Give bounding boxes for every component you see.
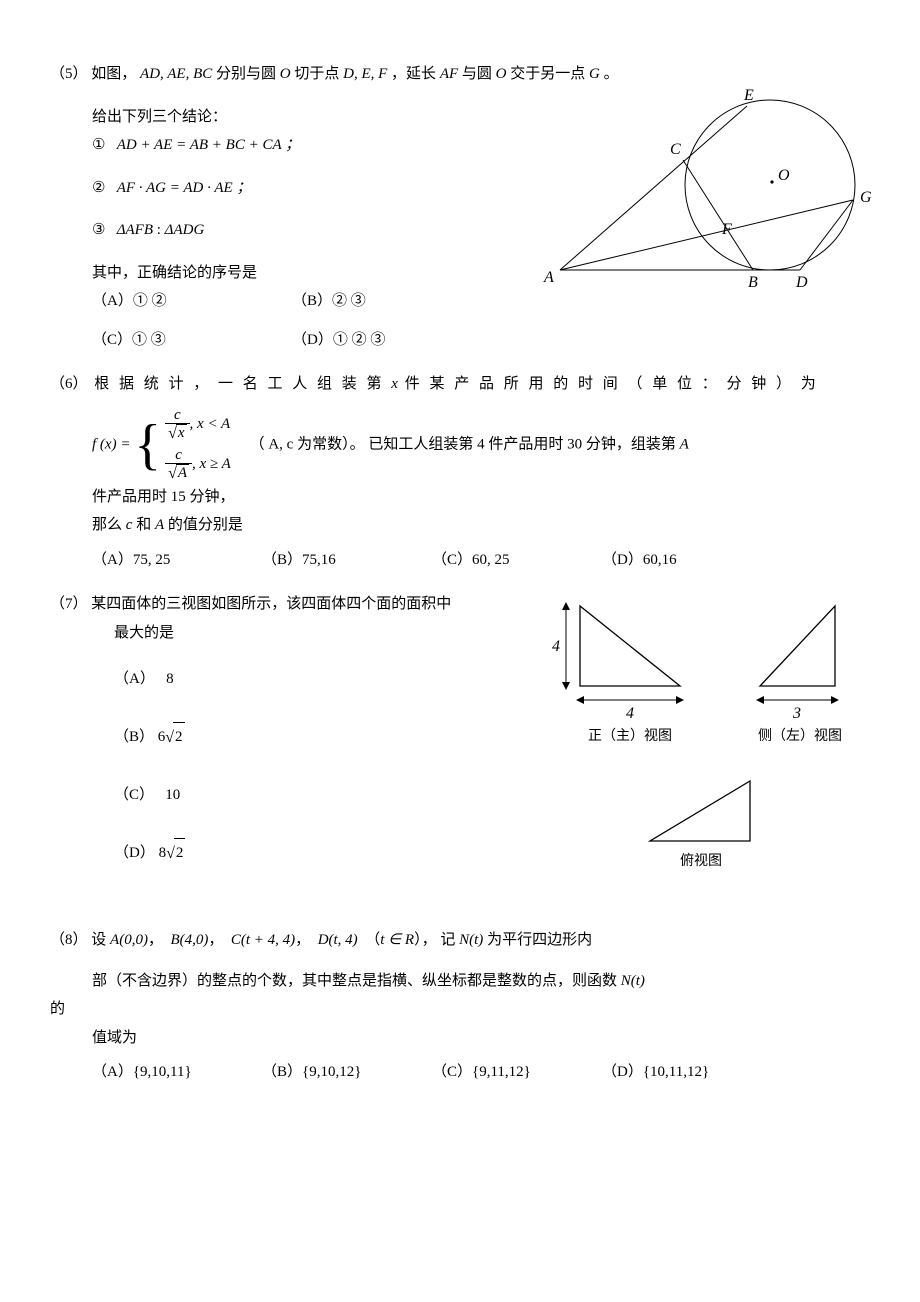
question-7: （7） 某四面体的三视图如图所示，该四面体四个面的面积中 最大的是 （A） 8 …	[50, 590, 870, 910]
svg-text:侧（左）视图: 侧（左）视图	[758, 728, 842, 744]
q5-number: （5）	[50, 66, 88, 82]
q8-de: 的	[50, 995, 870, 1024]
q6-line3: 那么 c 和 A 的值分别是	[50, 511, 870, 540]
q7-number: （7）	[50, 596, 88, 612]
svg-text:4: 4	[626, 705, 634, 722]
q6-opt-a: （A）75, 25	[92, 546, 262, 575]
q8-opt-a: （A）{9,10,11}	[92, 1058, 262, 1087]
piecewise: { c √x , x < A c √A , x ≥ A	[134, 407, 231, 483]
svg-text:E: E	[743, 87, 754, 104]
svg-text:B: B	[748, 274, 758, 291]
svg-text:F: F	[721, 221, 732, 238]
circle-tangent-diagram: A B D C E F G O	[500, 90, 880, 300]
svg-text:O: O	[778, 167, 790, 184]
q8-opt-c: （C）{9,11,12}	[432, 1058, 602, 1087]
svg-text:C: C	[670, 141, 681, 158]
q5-stem: （5） 如图， AD, AE, BC 分别与圆 O 切于点 D, E, F ，延…	[50, 60, 870, 89]
svg-text:D: D	[795, 274, 808, 291]
q8-line1: （8） 设 A(0,0)， B(4,0)， C(t + 4, 4)， D(t, …	[50, 926, 870, 955]
q5-opt-b: （B）② ③	[292, 287, 492, 316]
svg-text:俯视图: 俯视图	[680, 853, 722, 869]
q5-opt-a: （A）① ②	[92, 287, 292, 316]
q8-opt-b: （B）{9,10,12}	[262, 1058, 432, 1087]
svg-text:3: 3	[792, 705, 801, 722]
svg-text:A: A	[543, 269, 554, 286]
q6-line2: 件产品用时 15 分钟，	[50, 483, 870, 512]
q5-opt-c: （C）① ③	[92, 326, 292, 355]
question-5: （5） 如图， AD, AE, BC 分别与圆 O 切于点 D, E, F ，延…	[50, 60, 870, 354]
question-6: （6） 根 据 统 计 ， 一 名 工 人 组 装 第 x 件 某 产 品 所 …	[50, 370, 870, 574]
svg-text:G: G	[860, 189, 872, 206]
q5-opt-d: （D）① ② ③	[292, 326, 492, 355]
q8-options: （A）{9,10,11} （B）{9,10,12} （C）{9,11,12} （…	[50, 1058, 870, 1087]
q6-opt-b: （B）75,16	[262, 546, 432, 575]
q6-formula-line: f (x) = { c √x , x < A c √A , x ≥ A	[50, 407, 870, 483]
q8-line2: 部（不含边界）的整点的个数，其中整点是指横、纵坐标都是整数的点，则函数 N(t)	[50, 967, 870, 996]
q5-figure: A B D C E F G O	[500, 90, 880, 311]
q8-line3: 值域为	[50, 1024, 870, 1053]
three-view-diagram: 4 4 正（主）视图 3 侧（左）视图 俯视图	[540, 596, 870, 896]
q8-number: （8）	[50, 932, 88, 948]
q6-options: （A）75, 25 （B）75,16 （C）60, 25 （D）60,16	[50, 546, 870, 575]
q7-figure: 4 4 正（主）视图 3 侧（左）视图 俯视图	[540, 596, 870, 907]
svg-text:4: 4	[552, 638, 560, 655]
q6-opt-c: （C）60, 25	[432, 546, 602, 575]
q8-opt-d: （D）{10,11,12}	[602, 1058, 772, 1087]
svg-text:正（主）视图: 正（主）视图	[588, 728, 672, 744]
q6-stem: （6） 根 据 统 计 ， 一 名 工 人 组 装 第 x 件 某 产 品 所 …	[50, 370, 870, 399]
question-8: （8） 设 A(0,0)， B(4,0)， C(t + 4, 4)， D(t, …	[50, 926, 870, 1087]
q6-opt-d: （D）60,16	[602, 546, 772, 575]
q6-number: （6）	[50, 376, 88, 392]
